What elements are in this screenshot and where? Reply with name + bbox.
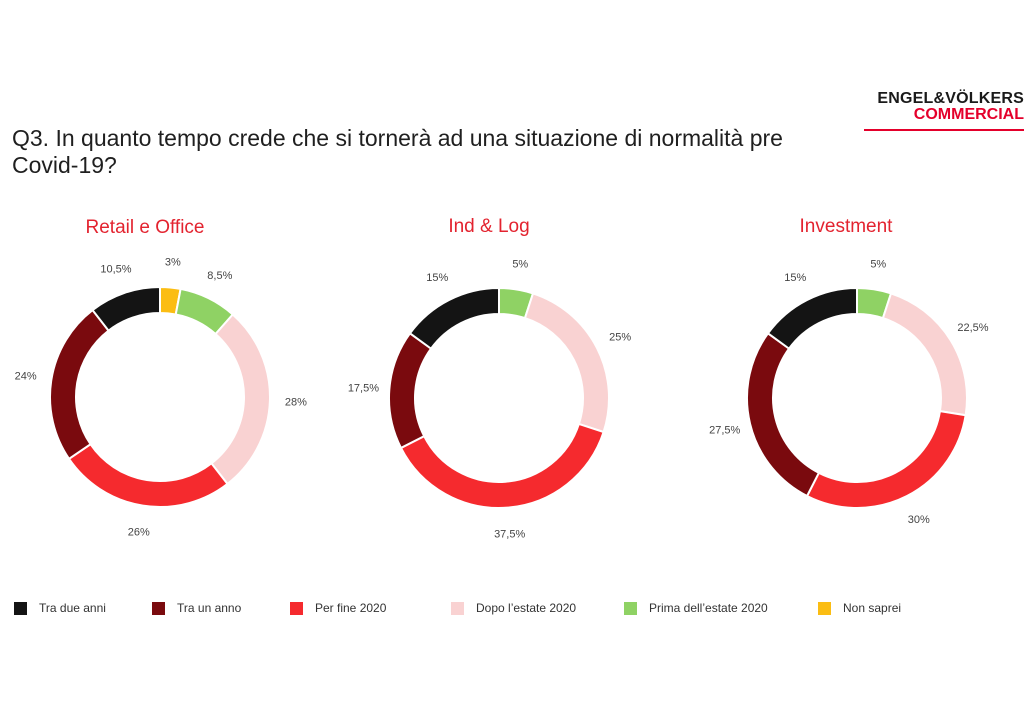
donut-label-2-per-fine-2020: 37,5% [494,529,525,541]
donut-label-1-tra-un-anno: 24% [15,371,37,383]
donut-slice-1-tra-due-anni [91,285,161,333]
logo-text-bottom: COMMERCIAL [913,106,1024,123]
donut-label-2-tra-un-anno: 17,5% [348,382,379,394]
question-title: Q3. In quanto tempo crede che si tornerà… [12,125,783,178]
legend-label: Tra due anni [39,601,106,615]
legend-swatch [451,601,464,615]
donut-slice-1-tra-un-anno [49,308,110,461]
legend-swatch [624,601,637,615]
brand-logo: ENGEL&VÖLKERS COMMERCIAL [860,90,1024,124]
donut-label-1-per-fine-2020: 26% [128,526,150,538]
donut-slice-1-dopo-l-estate-2020 [210,313,271,486]
legend-item-tra-due-anni: Tra due anni [14,601,106,615]
donut-slice-1-per-fine-2020 [67,442,229,508]
legend-item-prima-dell-estate-2020: Prima dell’estate 2020 [624,601,768,615]
donut-slice-3-dopo-l-estate-2020 [881,292,968,417]
logo-text-top: ENGEL&VÖLKERS [877,90,1024,107]
legend-label: Tra un anno [177,601,242,615]
donut-label-3-tra-due-anni: 15% [784,272,806,284]
legend-label: Per fine 2020 [315,601,387,615]
legend-swatch [152,601,165,615]
chart-title-retail-office: Retail e Office [85,217,205,238]
legend-label: Prima dell’estate 2020 [649,601,768,615]
legend-item-dopo-l-estate-2020: Dopo l’estate 2020 [451,601,576,615]
donut-slice-3-per-fine-2020 [805,409,967,509]
donut-label-3-dopo-l-estate-2020: 22,5% [957,322,988,334]
legend-swatch [818,601,831,615]
legend-item-per-fine-2020: Per fine 2020 [290,601,386,615]
donut-label-3-prima-dell-estate-2020: 5% [870,259,886,271]
legend: Tra due anni Tra un anno Per fine 2020 Dopo… [0,601,1024,621]
legend-item-non-saprei: Non saprei [818,601,901,615]
donut-label-1-prima-dell-estate-2020: 8,5% [207,270,232,282]
legend-item-tra-un-anno: Tra un anno [152,601,241,615]
donut-label-3-tra-un-anno: 27,5% [709,425,740,437]
donut-label-1-non-saprei: 3% [165,257,181,269]
donut-slice-2-tra-un-anno [388,331,433,450]
legend-label: Dopo l’estate 2020 [476,601,577,615]
donut-label-2-prima-dell-estate-2020: 5% [512,259,528,271]
donut-slice-3-tra-un-anno [746,331,821,498]
donut-label-2-dopo-l-estate-2020: 25% [609,331,631,343]
donut-slice-2-per-fine-2020 [399,422,605,509]
donut-slice-3-tra-due-anni [766,286,858,351]
donut-label-1-tra-due-anni: 10,5% [100,263,131,275]
donut-label-3-per-fine-2020: 30% [908,514,930,526]
donut-label-1-dopo-l-estate-2020: 28% [285,396,307,408]
donut-slice-2-dopo-l-estate-2020 [523,292,610,434]
donut-label-2-tra-due-anni: 15% [426,272,448,284]
chart-title-investment: Investment [799,216,893,237]
legend-swatch [290,601,303,615]
legend-label: Non saprei [843,601,902,615]
donut-slice-2-tra-due-anni [408,286,500,351]
chart-title-ind-log: Ind & Log [448,216,530,237]
logo-underline [864,129,1024,131]
legend-swatch [14,601,27,615]
